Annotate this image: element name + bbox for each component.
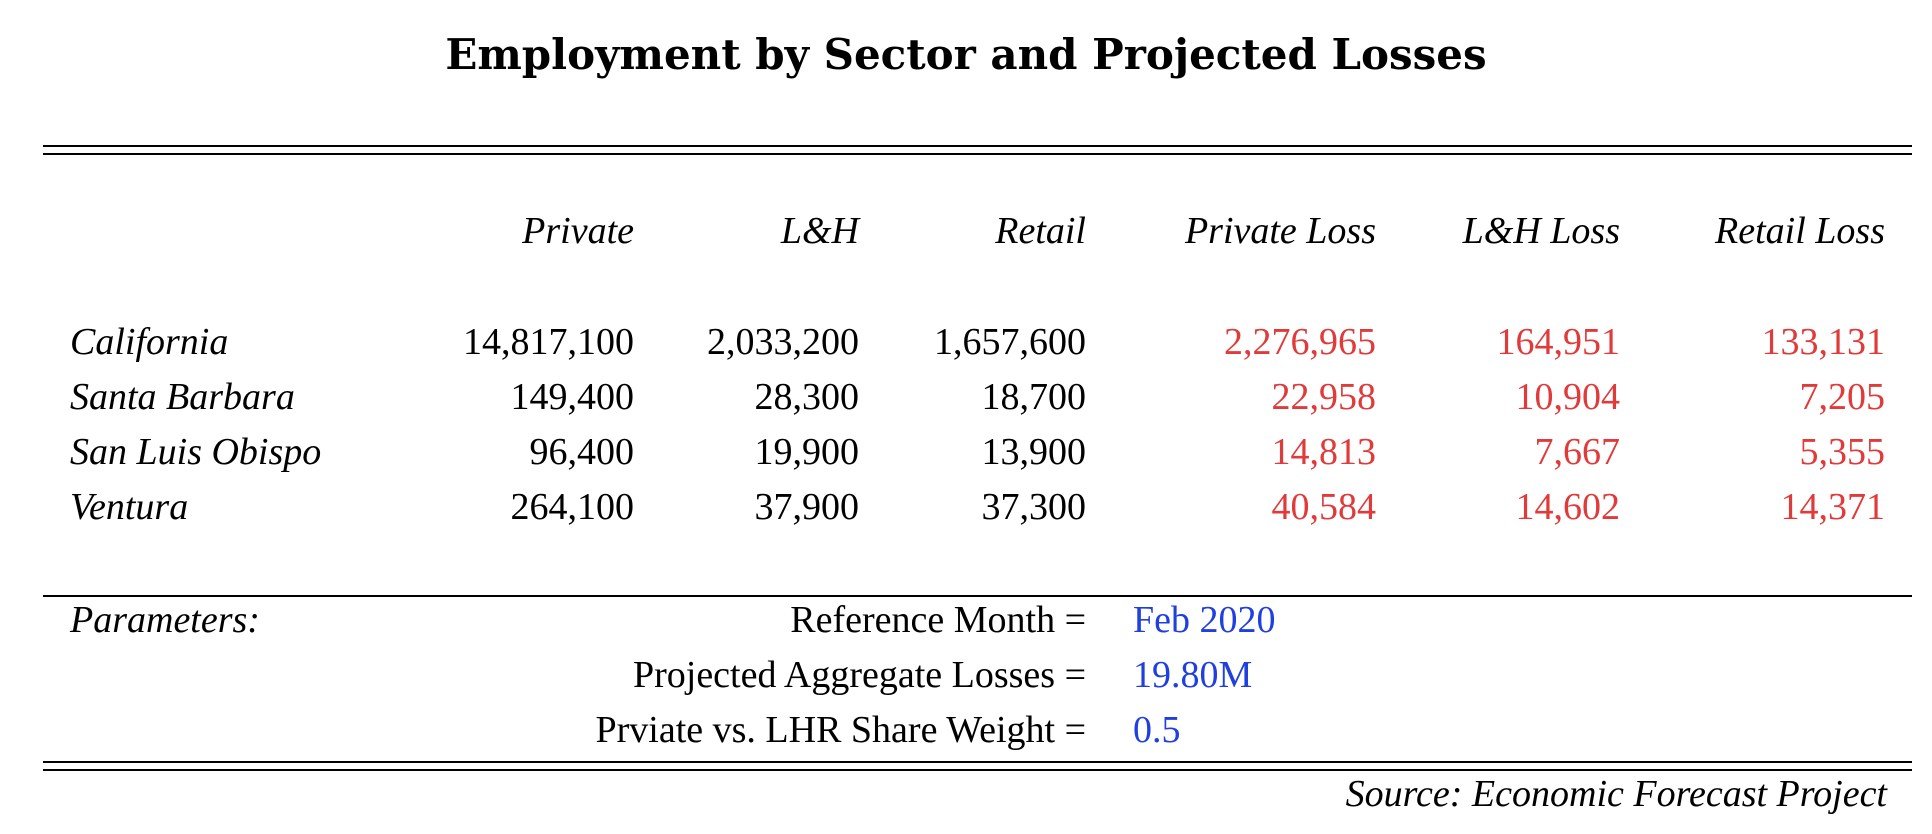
col-header-retail-loss: Retail Loss bbox=[1715, 210, 1885, 252]
row-label: Santa Barbara bbox=[70, 376, 295, 418]
col-header-retail: Retail bbox=[995, 210, 1086, 252]
cell-lh-loss: 10,904 bbox=[1515, 376, 1621, 418]
parameters-heading: Parameters: bbox=[70, 599, 260, 641]
cell-private: 96,400 bbox=[529, 431, 635, 473]
col-header-private-loss: Private Loss bbox=[1184, 210, 1376, 252]
param-value-share-weight: 0.5 bbox=[1133, 709, 1181, 751]
cell-private: 149,400 bbox=[510, 376, 635, 418]
table-title: Employment by Sector and Projected Losse… bbox=[445, 30, 1487, 79]
cell-private-loss: 2,276,965 bbox=[1224, 321, 1376, 363]
cell-lh-loss: 14,602 bbox=[1515, 486, 1621, 528]
row-label: Ventura bbox=[70, 486, 189, 528]
source-note: Source: Economic Forecast Project bbox=[1345, 773, 1887, 815]
param-label-share-weight: Prviate vs. LHR Share Weight = bbox=[595, 709, 1087, 751]
cell-retail-loss: 7,205 bbox=[1799, 376, 1886, 418]
cell-private-loss: 14,813 bbox=[1271, 431, 1377, 473]
cell-retail-loss: 133,131 bbox=[1761, 321, 1886, 363]
cell-private: 14,817,100 bbox=[463, 321, 634, 363]
cell-private-loss: 40,584 bbox=[1271, 486, 1377, 528]
cell-private-loss: 22,958 bbox=[1271, 376, 1377, 418]
cell-retail: 37,300 bbox=[981, 486, 1087, 528]
mid-rule bbox=[43, 595, 1912, 597]
cell-lh: 37,900 bbox=[754, 486, 860, 528]
param-label-reference-month: Reference Month = bbox=[790, 599, 1086, 641]
cell-lh-loss: 7,667 bbox=[1534, 431, 1621, 473]
cell-private: 264,100 bbox=[510, 486, 635, 528]
cell-retail-loss: 14,371 bbox=[1780, 486, 1886, 528]
cell-lh: 19,900 bbox=[754, 431, 860, 473]
bottom-rule-1 bbox=[43, 761, 1912, 763]
row-label: San Luis Obispo bbox=[70, 431, 322, 473]
bottom-rule-2 bbox=[43, 769, 1912, 771]
cell-retail: 13,900 bbox=[981, 431, 1087, 473]
top-rule-1 bbox=[43, 145, 1912, 147]
cell-lh: 28,300 bbox=[754, 376, 860, 418]
param-label-aggregate-losses: Projected Aggregate Losses = bbox=[632, 654, 1086, 696]
cell-lh: 2,033,200 bbox=[707, 321, 859, 363]
col-header-lh: L&H bbox=[780, 210, 859, 252]
cell-retail: 1,657,600 bbox=[934, 321, 1086, 363]
param-value-reference-month: Feb 2020 bbox=[1133, 599, 1276, 641]
cell-retail: 18,700 bbox=[981, 376, 1087, 418]
cell-lh-loss: 164,951 bbox=[1496, 321, 1621, 363]
top-rule-2 bbox=[43, 153, 1912, 155]
col-header-private: Private bbox=[522, 210, 634, 252]
cell-retail-loss: 5,355 bbox=[1799, 431, 1886, 473]
row-label: California bbox=[70, 321, 229, 363]
param-value-aggregate-losses: 19.80M bbox=[1133, 654, 1253, 696]
col-header-lh-loss: L&H Loss bbox=[1462, 210, 1620, 252]
